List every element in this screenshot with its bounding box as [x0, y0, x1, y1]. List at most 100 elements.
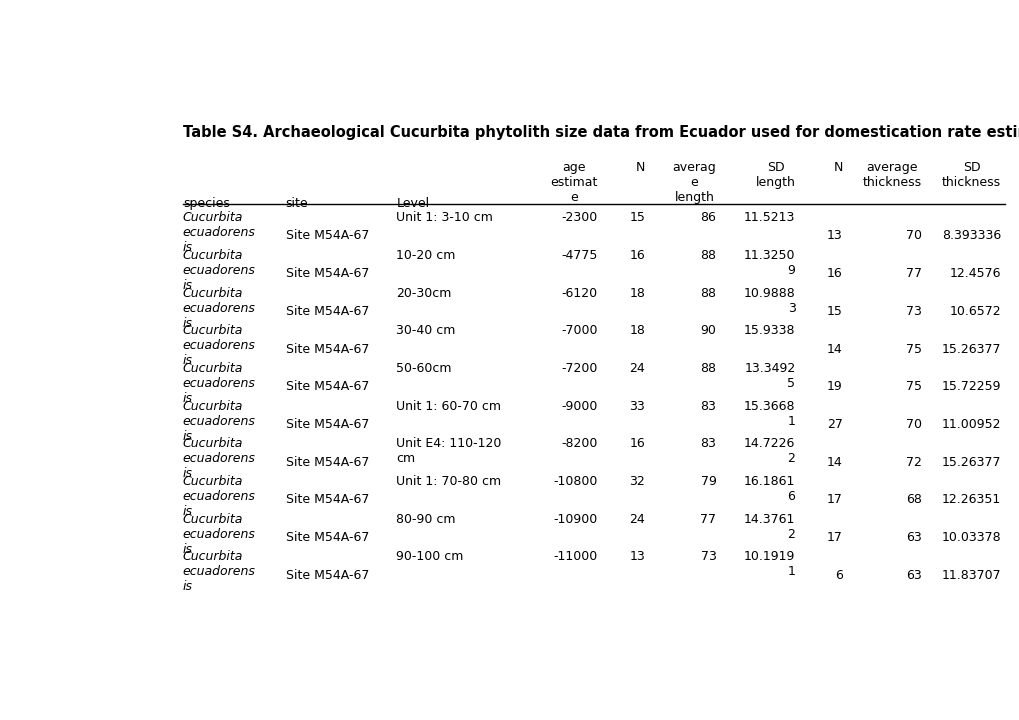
Text: -10800: -10800 — [553, 475, 597, 488]
Text: N: N — [635, 161, 645, 174]
Text: 13.3492
5: 13.3492 5 — [744, 362, 795, 390]
Text: 75: 75 — [905, 343, 921, 356]
Text: 10.9888
3: 10.9888 3 — [743, 287, 795, 315]
Text: 15.72259: 15.72259 — [941, 380, 1000, 393]
Text: 10.6572: 10.6572 — [949, 305, 1000, 318]
Text: 83: 83 — [700, 400, 715, 413]
Text: 16.1861
6: 16.1861 6 — [744, 475, 795, 503]
Text: 90: 90 — [700, 324, 715, 337]
Text: 19: 19 — [826, 380, 842, 393]
Text: 83: 83 — [700, 437, 715, 450]
Text: Cucurbita
ecuadorens
is: Cucurbita ecuadorens is — [182, 513, 256, 556]
Text: 86: 86 — [700, 211, 715, 224]
Text: 13: 13 — [826, 230, 842, 243]
Text: 79: 79 — [700, 475, 715, 488]
Text: 70: 70 — [905, 418, 921, 431]
Text: 15: 15 — [629, 211, 645, 224]
Text: Unit E4: 110-120
cm: Unit E4: 110-120 cm — [396, 437, 501, 465]
Text: 15.3668
1: 15.3668 1 — [743, 400, 795, 428]
Text: 88: 88 — [700, 249, 715, 262]
Text: Site M54A-67: Site M54A-67 — [285, 380, 369, 393]
Text: 10.03378: 10.03378 — [941, 531, 1000, 544]
Text: 11.3250
9: 11.3250 9 — [743, 249, 795, 276]
Text: averag
e
length: averag e length — [672, 161, 715, 204]
Text: -11000: -11000 — [553, 550, 597, 564]
Text: 77: 77 — [700, 513, 715, 526]
Text: 8.393336: 8.393336 — [941, 230, 1000, 243]
Text: 12.26351: 12.26351 — [941, 493, 1000, 506]
Text: 75: 75 — [905, 380, 921, 393]
Text: 14: 14 — [826, 456, 842, 469]
Text: Cucurbita
ecuadorens
is: Cucurbita ecuadorens is — [182, 211, 256, 254]
Text: 70: 70 — [905, 230, 921, 243]
Text: 50-60cm: 50-60cm — [396, 362, 451, 375]
Text: Site M54A-67: Site M54A-67 — [285, 305, 369, 318]
Text: Site M54A-67: Site M54A-67 — [285, 456, 369, 469]
Text: site: site — [285, 197, 308, 210]
Text: -7000: -7000 — [560, 324, 597, 337]
Text: 68: 68 — [905, 493, 921, 506]
Text: 73: 73 — [700, 550, 715, 564]
Text: -6120: -6120 — [561, 287, 597, 300]
Text: 20-30cm: 20-30cm — [396, 287, 451, 300]
Text: Site M54A-67: Site M54A-67 — [285, 267, 369, 280]
Text: 11.83707: 11.83707 — [941, 569, 1000, 582]
Text: 27: 27 — [826, 418, 842, 431]
Text: 15: 15 — [826, 305, 842, 318]
Text: 63: 63 — [905, 569, 921, 582]
Text: Cucurbita
ecuadorens
is: Cucurbita ecuadorens is — [182, 324, 256, 367]
Text: 63: 63 — [905, 531, 921, 544]
Text: Unit 1: 3-10 cm: Unit 1: 3-10 cm — [396, 211, 492, 224]
Text: 73: 73 — [905, 305, 921, 318]
Text: 18: 18 — [629, 324, 645, 337]
Text: Site M54A-67: Site M54A-67 — [285, 493, 369, 506]
Text: Cucurbita
ecuadorens
is: Cucurbita ecuadorens is — [182, 475, 256, 518]
Text: 10-20 cm: 10-20 cm — [396, 249, 455, 262]
Text: Cucurbita
ecuadorens
is: Cucurbita ecuadorens is — [182, 287, 256, 330]
Text: 88: 88 — [700, 362, 715, 375]
Text: 6: 6 — [835, 569, 842, 582]
Text: 32: 32 — [629, 475, 645, 488]
Text: Table S4. Archaeological Cucurbita phytolith size data from Ecuador used for dom: Table S4. Archaeological Cucurbita phyto… — [182, 125, 1019, 140]
Text: -9000: -9000 — [560, 400, 597, 413]
Text: 80-90 cm: 80-90 cm — [396, 513, 455, 526]
Text: 72: 72 — [905, 456, 921, 469]
Text: 24: 24 — [629, 513, 645, 526]
Text: 77: 77 — [905, 267, 921, 280]
Text: 17: 17 — [826, 493, 842, 506]
Text: Site M54A-67: Site M54A-67 — [285, 343, 369, 356]
Text: 90-100 cm: 90-100 cm — [396, 550, 464, 564]
Text: 18: 18 — [629, 287, 645, 300]
Text: Cucurbita
ecuadorens
is: Cucurbita ecuadorens is — [182, 400, 256, 443]
Text: Site M54A-67: Site M54A-67 — [285, 230, 369, 243]
Text: 14: 14 — [826, 343, 842, 356]
Text: SD
length: SD length — [755, 161, 795, 189]
Text: 24: 24 — [629, 362, 645, 375]
Text: 88: 88 — [700, 287, 715, 300]
Text: 10.1919
1: 10.1919 1 — [744, 550, 795, 578]
Text: 14.7226
2: 14.7226 2 — [744, 437, 795, 465]
Text: 11.00952: 11.00952 — [941, 418, 1000, 431]
Text: 15.9338: 15.9338 — [743, 324, 795, 337]
Text: Site M54A-67: Site M54A-67 — [285, 531, 369, 544]
Text: Cucurbita
ecuadorens
is: Cucurbita ecuadorens is — [182, 249, 256, 292]
Text: SD
thickness: SD thickness — [941, 161, 1000, 189]
Text: 16: 16 — [629, 437, 645, 450]
Text: 13: 13 — [629, 550, 645, 564]
Text: Unit 1: 70-80 cm: Unit 1: 70-80 cm — [396, 475, 501, 488]
Text: 17: 17 — [826, 531, 842, 544]
Text: -2300: -2300 — [561, 211, 597, 224]
Text: 14.3761
2: 14.3761 2 — [744, 513, 795, 541]
Text: -4775: -4775 — [560, 249, 597, 262]
Text: Cucurbita
ecuadorens
is: Cucurbita ecuadorens is — [182, 437, 256, 480]
Text: Unit 1: 60-70 cm: Unit 1: 60-70 cm — [396, 400, 500, 413]
Text: 15.26377: 15.26377 — [941, 343, 1000, 356]
Text: -7200: -7200 — [560, 362, 597, 375]
Text: -10900: -10900 — [553, 513, 597, 526]
Text: 15.26377: 15.26377 — [941, 456, 1000, 469]
Text: N: N — [833, 161, 842, 174]
Text: 30-40 cm: 30-40 cm — [396, 324, 455, 337]
Text: 12.4576: 12.4576 — [949, 267, 1000, 280]
Text: -8200: -8200 — [560, 437, 597, 450]
Text: average
thickness: average thickness — [862, 161, 921, 189]
